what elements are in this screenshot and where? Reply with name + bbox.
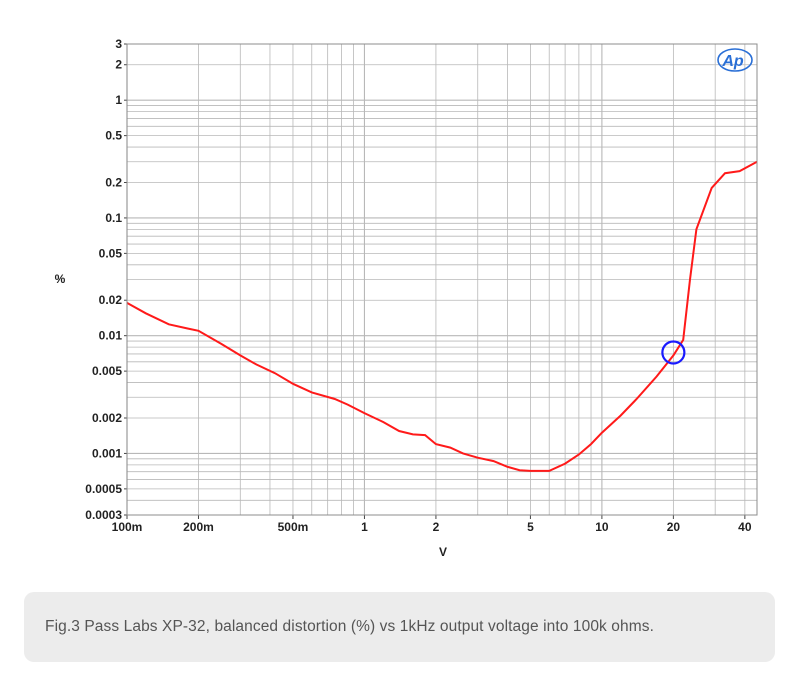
- x-tick-label: 5: [527, 520, 534, 534]
- y-tick-label: 0.0005: [85, 482, 122, 496]
- y-tick-label: 1: [115, 93, 122, 107]
- x-tick-label: 40: [738, 520, 752, 534]
- ap-logo-icon: Ap: [717, 48, 753, 72]
- y-tick-label: 0.02: [99, 293, 123, 307]
- plot-frame: [126, 43, 758, 516]
- x-tick-label: 100m: [112, 520, 143, 534]
- y-tick-label: 0.002: [92, 411, 122, 425]
- x-tick-label: 500m: [278, 520, 309, 534]
- y-tick-label: 3: [115, 37, 122, 51]
- x-axis-label: V: [439, 545, 447, 559]
- caption-text: Fig.3 Pass Labs XP-32, balanced distorti…: [45, 618, 655, 635]
- y-tick-label: 0.005: [92, 364, 122, 378]
- y-tick-label: 0.01: [99, 329, 123, 343]
- x-tick-label: 10: [595, 520, 609, 534]
- y-axis-label: %: [55, 272, 66, 286]
- y-tick-label: 0.001: [92, 446, 122, 460]
- svg-text:Ap: Ap: [721, 53, 744, 70]
- tick-labels: 100m 200m 500m 1 2 5 10 20 40 3 2 1 0.5 0.2 0.1 0.05 0.0…: [85, 37, 752, 534]
- x-tick-label: 1: [361, 520, 368, 534]
- y-tick-label: 0.5: [105, 129, 122, 143]
- figure-caption: Fig.3 Pass Labs XP-32, balanced distorti…: [24, 592, 775, 662]
- y-tick-label: 0.0003: [85, 508, 122, 522]
- x-tick-label: 2: [433, 520, 440, 534]
- y-tick-label: 0.1: [105, 211, 122, 225]
- y-tick-label: 0.2: [105, 175, 122, 189]
- highlight-marker: [661, 340, 686, 365]
- grid-lines: [126, 43, 757, 516]
- x-tick-label: 20: [667, 520, 681, 534]
- distortion-curve: [126, 160, 758, 472]
- y-tick-label: 2: [115, 58, 122, 72]
- y-tick-label: 0.05: [99, 246, 123, 260]
- x-tick-label: 200m: [183, 520, 214, 534]
- distortion-chart: 100m 200m 500m 1 2 5 10 20 40 3 2 1 0.5 0.2 0.1 0.05 0.0…: [55, 37, 758, 559]
